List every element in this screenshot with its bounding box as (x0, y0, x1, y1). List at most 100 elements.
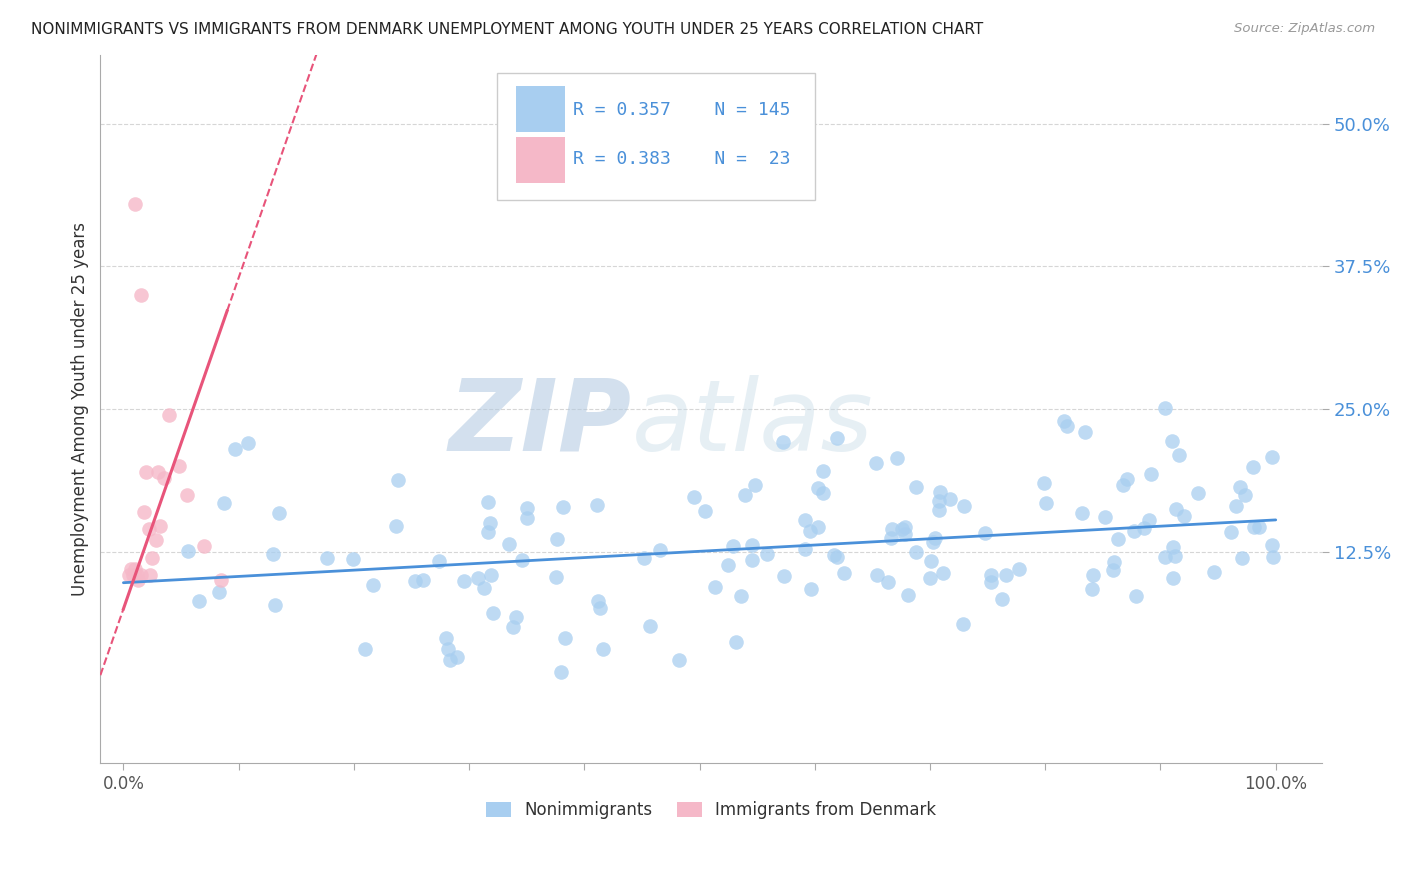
Point (1133, 521, 1156, 535)
Point (176, 488, 198, 502)
Point (1220, 524, 1243, 539)
Point (477, 525, 499, 540)
Point (918, 571, 941, 585)
Point (1164, 549, 1187, 563)
Point (1167, 448, 1189, 462)
Point (404, 574, 426, 588)
Point (1241, 459, 1264, 474)
Point (1161, 571, 1184, 585)
Point (384, 519, 406, 533)
Text: R = 0.357    N = 145: R = 0.357 N = 145 (574, 101, 790, 119)
Point (734, 488, 756, 502)
Point (1107, 533, 1129, 547)
Point (453, 574, 475, 588)
Point (741, 538, 763, 552)
Point (905, 480, 928, 494)
Point (263, 598, 285, 612)
Point (1202, 566, 1225, 580)
Point (825, 549, 848, 564)
Point (683, 490, 706, 504)
Point (477, 495, 499, 509)
Point (387, 473, 409, 487)
Point (188, 594, 211, 608)
Point (472, 581, 495, 595)
Point (434, 631, 457, 645)
Point (152, 470, 174, 484)
Point (141, 550, 163, 565)
Point (865, 456, 887, 470)
Point (412, 573, 434, 587)
Point (1230, 550, 1253, 565)
Point (866, 568, 889, 582)
Point (929, 485, 952, 500)
Point (1154, 401, 1177, 416)
Point (124, 196, 146, 211)
Point (139, 567, 162, 582)
FancyBboxPatch shape (516, 86, 565, 132)
Point (129, 567, 152, 582)
Point (481, 607, 503, 621)
Text: NONIMMIGRANTS VS IMMIGRANTS FROM DENMARK UNEMPLOYMENT AMONG YOUTH UNDER 25 YEARS: NONIMMIGRANTS VS IMMIGRANTS FROM DENMARK… (31, 22, 983, 37)
Point (741, 552, 763, 566)
Point (427, 553, 450, 567)
Point (1139, 467, 1161, 482)
Point (1173, 508, 1195, 523)
Point (439, 653, 461, 667)
Text: ZIP: ZIP (449, 375, 631, 472)
Point (811, 485, 834, 500)
Point (755, 547, 778, 561)
Point (1052, 414, 1074, 428)
Point (1137, 513, 1160, 527)
Point (1233, 488, 1256, 502)
Point (827, 431, 849, 445)
Point (744, 478, 766, 492)
Point (823, 548, 845, 562)
Point (363, 578, 385, 592)
Point (177, 544, 200, 558)
Point (650, 542, 672, 557)
Point (891, 522, 914, 536)
Point (478, 516, 501, 531)
Point (467, 571, 489, 585)
Text: atlas: atlas (631, 375, 873, 472)
Point (1225, 499, 1247, 513)
Point (1035, 496, 1057, 510)
Point (209, 574, 232, 588)
Point (437, 642, 460, 657)
Point (145, 533, 167, 548)
Point (1166, 502, 1188, 516)
Point (121, 562, 143, 576)
Point (799, 524, 821, 539)
Point (193, 539, 215, 553)
Point (880, 523, 903, 537)
Point (638, 619, 661, 633)
Point (980, 574, 1002, 589)
Point (1056, 419, 1078, 434)
Point (135, 465, 157, 479)
Point (730, 589, 752, 603)
Point (118, 567, 141, 582)
Point (932, 566, 955, 580)
Point (224, 442, 246, 456)
Point (516, 500, 538, 515)
Point (592, 642, 614, 657)
Point (134, 505, 156, 519)
Point (586, 498, 609, 512)
Point (1081, 582, 1104, 596)
Point (1125, 590, 1147, 604)
Point (554, 631, 576, 645)
Point (586, 594, 609, 608)
Point (446, 649, 468, 664)
Point (1102, 555, 1125, 569)
Point (498, 537, 520, 551)
Point (793, 542, 815, 557)
Point (938, 491, 960, 506)
Point (886, 450, 908, 465)
Point (516, 511, 538, 525)
Point (807, 481, 830, 495)
Point (928, 502, 950, 516)
Point (703, 580, 725, 594)
Point (1243, 520, 1265, 534)
Point (1247, 519, 1270, 533)
Point (924, 531, 946, 545)
